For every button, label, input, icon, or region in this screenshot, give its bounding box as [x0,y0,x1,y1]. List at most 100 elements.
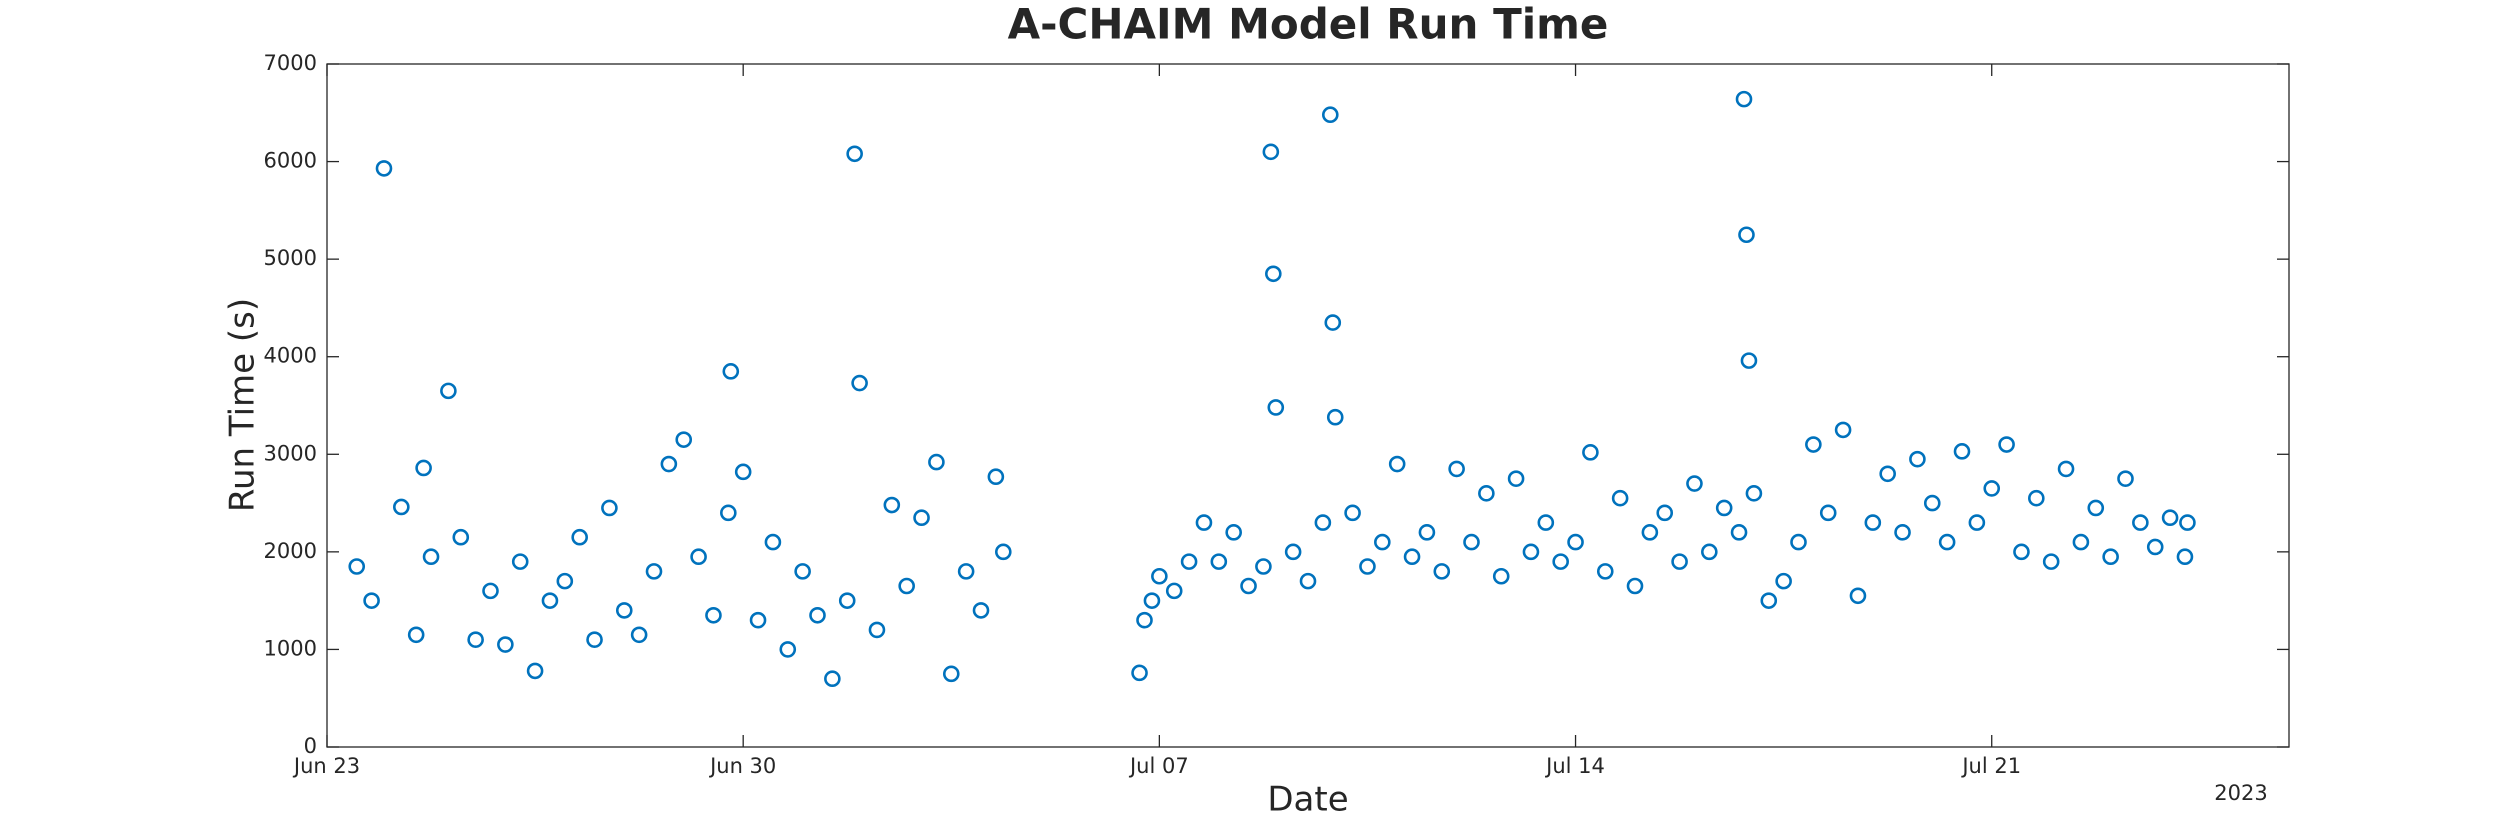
data-point [482,582,499,600]
data-point [1641,524,1659,541]
data-point [868,621,886,639]
data-point [363,592,380,609]
data-point [2072,533,2090,551]
data-point [601,499,618,517]
data-point [1374,533,1391,551]
data-point [571,528,588,546]
data-point [1909,450,1926,468]
x-tick-label: Jul 14 [1544,754,1605,778]
data-point [630,626,648,644]
y-axis-label: Run Time (s) [223,298,263,512]
data-point [1596,563,1614,580]
data-point [1324,314,1342,331]
data-point [645,563,663,580]
data-point [1760,592,1778,609]
data-point [511,553,529,570]
data-point [1240,577,1257,595]
data-point [407,626,425,644]
data-point [1180,553,1198,570]
data-point [1715,499,1733,517]
data-point [1552,553,1569,570]
data-point [1448,460,1465,478]
y-tick-label: 2000 [264,539,317,563]
data-point [1507,470,1525,487]
y-tick-label: 6000 [264,149,317,173]
data-point [675,431,693,448]
data-point [1463,533,1480,551]
data-point [838,592,856,609]
data-point [1656,504,1674,522]
data-point [556,572,574,590]
y-tick-label: 1000 [264,636,317,660]
data-point [2042,553,2060,570]
data-point [1864,514,1882,531]
x-tick-label: Jul 21 [1960,754,2021,778]
data-point [987,468,1005,486]
data-point [1195,514,1213,531]
data-point [1582,444,1599,461]
year-label: 2023 [2214,781,2267,805]
x-tick-label: Jun 23 [292,754,360,778]
data-point [1418,524,1436,541]
data-point [1983,480,2001,497]
data-point [1478,485,1495,502]
data-point [1537,514,1555,531]
data-point [957,563,975,580]
data-point [1165,582,1183,600]
data-point [846,145,863,163]
data-point [348,558,366,575]
data-point [467,631,484,648]
data-point [393,498,410,516]
data-point [898,577,915,595]
data-point [2132,514,2149,531]
data-point [883,496,901,514]
data-point [586,631,603,648]
data-point [705,606,722,624]
data-point [1326,408,1344,426]
data-point [2028,489,2045,507]
data-point [660,455,678,473]
data-point [440,382,457,400]
data-point [1879,465,1896,483]
data-point [1284,543,1302,561]
x-axis-label: Date [1267,780,1348,820]
data-point [1735,90,1753,108]
data-point [1388,455,1406,473]
data-point [1321,106,1339,124]
data-point [851,374,868,392]
data-point [526,662,544,680]
data-point [1745,485,1763,502]
x-tick-label: Jun 30 [708,754,776,778]
data-point [1567,533,1584,551]
chart-title: A-CHAIM Model Run Time [1008,0,1609,49]
data-point [1740,352,1758,369]
data-point [1730,524,1748,541]
data-point [1143,592,1161,609]
data-point [1225,524,1242,541]
data-point [1265,265,1282,283]
data-point [2087,499,2105,517]
data-point [824,670,841,688]
data-point [913,509,930,527]
data-point [1255,558,1272,575]
data-point [1433,563,1451,580]
data-point [1894,524,1911,541]
data-point [1359,558,1376,575]
data-point [1210,553,1228,570]
data-point [1131,664,1148,682]
data-point [1671,553,1688,570]
data-point [1626,577,1644,595]
data-point [749,611,767,629]
data-point [541,592,559,609]
data-point [1819,504,1837,522]
data-point [2117,470,2134,487]
data-point [1953,443,1971,460]
data-point [720,504,737,522]
data-point [722,363,740,380]
x-tick-label: Jul 07 [1128,754,1189,778]
y-tick-label: 5000 [264,246,317,270]
data-point [1136,611,1153,629]
y-tick-label: 7000 [264,51,317,75]
data-point [375,160,393,177]
